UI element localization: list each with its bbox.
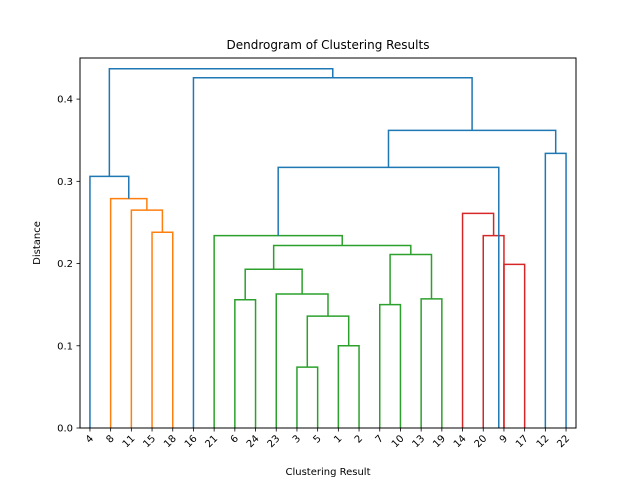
leaf-label: 15 — [141, 433, 158, 450]
leaf-label: 11 — [121, 433, 138, 450]
dendrogram-link-18 — [277, 166, 500, 428]
y-tick-label: 0.4 — [57, 95, 73, 106]
x-axis-label: Clustering Result — [285, 467, 370, 478]
dendrogram-link-20 — [387, 129, 557, 168]
x-axis: 4 8 11 15 18 16 21 6 24 23 3 5 1 2 7 10 13 19 14 20 9 17 12 22 — [84, 428, 572, 450]
dendrogram-link-5 — [306, 315, 350, 368]
leaf-label: 20 — [473, 433, 490, 450]
dendrogram-link-12 — [272, 244, 412, 270]
leaf-label: 13 — [410, 433, 427, 450]
dendrogram-link-1 — [482, 234, 505, 428]
leaf-label: 17 — [514, 433, 531, 450]
leaf-label: 12 — [535, 433, 552, 450]
dendrogram-link-6 — [275, 293, 329, 428]
y-tick-label: 0.3 — [57, 177, 73, 188]
leaf-label: 3 — [291, 433, 303, 445]
leaf-label: 10 — [390, 433, 407, 450]
leaf-label: 7 — [374, 433, 386, 445]
leaf-label: 5 — [311, 433, 323, 445]
leaf-label: 23 — [266, 433, 283, 450]
y-tick-label: 0.2 — [57, 259, 73, 270]
chart-title: Dendrogram of Clustering Results — [227, 38, 430, 52]
leaf-label: 4 — [84, 433, 96, 445]
dendrogram-link-10 — [420, 298, 443, 428]
leaf-label: 14 — [452, 433, 469, 450]
dendrogram-link-4 — [337, 345, 360, 428]
dendrogram-link-2 — [461, 212, 495, 428]
leaf-label: 24 — [245, 433, 262, 450]
leaf-label: 21 — [203, 433, 220, 450]
dendrogram-link-15 — [130, 209, 164, 428]
y-tick-label: 0.1 — [57, 341, 73, 352]
y-axis-label: Distance — [32, 221, 43, 265]
dendrogram-link-22 — [108, 67, 334, 177]
leaf-label: 19 — [431, 433, 448, 450]
leaf-label: 8 — [104, 433, 116, 445]
leaf-label: 16 — [183, 433, 200, 450]
dendrogram-link-11 — [389, 253, 433, 305]
dendrogram-link-19 — [544, 152, 567, 428]
leaf-label: 2 — [353, 433, 365, 445]
dendrogram-link-13 — [213, 234, 343, 428]
dendrogram-link-9 — [379, 303, 402, 428]
dendrogram-links — [89, 67, 567, 428]
leaf-label: 6 — [229, 433, 241, 445]
y-axis: 0.0 0.1 0.2 0.3 0.4 — [57, 95, 80, 435]
y-tick-label: 0.0 — [57, 424, 73, 435]
dendrogram-link-0 — [503, 263, 526, 428]
leaf-label: 18 — [162, 433, 179, 450]
dendrogram-link-16 — [109, 197, 148, 428]
leaf-label: 1 — [332, 433, 344, 445]
leaf-label: 22 — [555, 433, 572, 450]
leaf-label: 9 — [498, 433, 510, 445]
dendrogram-link-8 — [244, 268, 303, 300]
dendrogram-link-3 — [296, 366, 319, 428]
dendrogram-link-7 — [234, 298, 257, 428]
dendrogram-link-14 — [151, 231, 174, 428]
plot-frame — [79, 57, 577, 429]
dendrogram-link-17 — [89, 175, 130, 428]
